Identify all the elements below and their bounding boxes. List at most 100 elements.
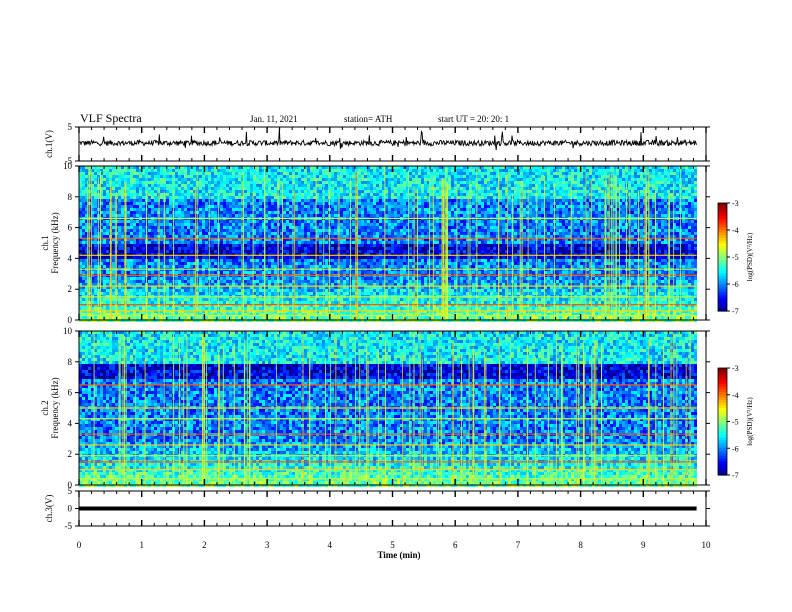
spectrogram-cell xyxy=(112,250,115,253)
spectrogram-cell xyxy=(232,196,235,199)
spectrogram-cell xyxy=(334,256,337,259)
spectrogram-cell xyxy=(244,172,247,175)
spectrogram-cell xyxy=(160,193,163,196)
spectrogram-cell xyxy=(139,304,142,307)
spectrogram-cell xyxy=(127,226,130,229)
spectrogram-cell xyxy=(340,304,343,307)
spectrogram-cell xyxy=(154,262,157,265)
spectrogram-cell xyxy=(178,199,181,202)
spectrogram-cell xyxy=(148,283,151,286)
spectrogram-cell xyxy=(271,286,274,289)
spectrogram-cell xyxy=(157,205,160,208)
spectrogram-cell xyxy=(337,265,340,268)
spectrogram-cell xyxy=(79,238,82,241)
spectrogram-cell xyxy=(103,289,106,292)
spectrogram-cell xyxy=(79,184,82,187)
spectrogram-cell xyxy=(355,271,358,274)
spectrogram-cell xyxy=(199,250,202,253)
spectrogram-cell xyxy=(142,259,145,262)
spectrogram-cell xyxy=(94,259,97,262)
spectrogram-cell xyxy=(226,241,229,244)
spectrogram-cell xyxy=(130,235,133,238)
spectrogram-cell xyxy=(169,283,172,286)
spectrogram-cell xyxy=(301,196,304,199)
spectrogram-cell xyxy=(271,223,274,226)
spectrogram-cell xyxy=(244,229,247,232)
spectrogram-cell xyxy=(286,280,289,283)
spectrogram-cell xyxy=(175,220,178,223)
spectrogram-cell xyxy=(241,172,244,175)
spectrogram-cell xyxy=(355,238,358,241)
spectrogram-cell xyxy=(214,226,217,229)
spectrogram-cell xyxy=(262,271,265,274)
spectrogram-cell xyxy=(358,250,361,253)
spectrogram-cell xyxy=(202,313,205,316)
spectrogram-cell xyxy=(247,211,250,214)
spectrogram-cell xyxy=(112,259,115,262)
spectrogram-cell xyxy=(82,211,85,214)
spectrogram-cell xyxy=(253,226,256,229)
spectrogram-cell xyxy=(217,181,220,184)
spectrogram-cell xyxy=(208,178,211,181)
spectrogram-cell xyxy=(358,298,361,301)
spectrogram-cell xyxy=(136,292,139,295)
spectrogram-cell xyxy=(238,313,241,316)
spectrogram-cell xyxy=(184,211,187,214)
spectrogram-cell xyxy=(238,169,241,172)
spectrogram-cell xyxy=(103,184,106,187)
spectrogram-cell xyxy=(271,190,274,193)
spectrogram-cell xyxy=(178,196,181,199)
spectrogram-cell xyxy=(169,196,172,199)
spectrogram-cell xyxy=(289,289,292,292)
spectrogram-cell xyxy=(241,214,244,217)
spectrogram-cell xyxy=(103,169,106,172)
spectrogram-cell xyxy=(316,244,319,247)
spectrogram-cell xyxy=(154,247,157,250)
spectrogram-cell xyxy=(253,280,256,283)
spectrogram-cell xyxy=(316,175,319,178)
spectrogram-cell xyxy=(313,211,316,214)
spectrogram-cell xyxy=(259,313,262,316)
spectrogram-cell xyxy=(175,223,178,226)
spectrogram-cell xyxy=(316,211,319,214)
spectrogram-cell xyxy=(253,229,256,232)
spectrogram-cell xyxy=(253,211,256,214)
spectrogram-cell xyxy=(94,253,97,256)
spectrogram-cell xyxy=(139,244,142,247)
spectrogram-cell xyxy=(133,175,136,178)
spectrogram-cell xyxy=(298,304,301,307)
spectrogram-cell xyxy=(232,313,235,316)
spectrogram-cell xyxy=(337,262,340,265)
spectrogram-cell xyxy=(238,199,241,202)
spectrogram-cell xyxy=(205,229,208,232)
spectrogram-cell xyxy=(247,184,250,187)
spectrogram-cell xyxy=(298,208,301,211)
spectrogram-cell xyxy=(205,313,208,316)
spectrogram-cell xyxy=(103,226,106,229)
spectrogram-cell xyxy=(328,172,331,175)
spectrogram-cell xyxy=(199,190,202,193)
spectrogram-cell xyxy=(232,289,235,292)
spectrogram-cell xyxy=(166,310,169,313)
spectrogram-cell xyxy=(325,310,328,313)
spectrogram-cell xyxy=(340,199,343,202)
spectrogram-cell xyxy=(79,289,82,292)
spectrogram-cell xyxy=(112,277,115,280)
spectrogram-cell xyxy=(289,241,292,244)
spectrogram-cell xyxy=(331,250,334,253)
spectrogram-cell xyxy=(109,178,112,181)
spectrogram-cell xyxy=(283,205,286,208)
spectrogram-cell xyxy=(82,313,85,316)
spectrogram-cell xyxy=(265,238,268,241)
spectrogram-cell xyxy=(346,235,349,238)
spectrogram-cell xyxy=(265,301,268,304)
spectrogram-cell xyxy=(325,226,328,229)
spectrogram-cell xyxy=(175,307,178,310)
spectrogram-cell xyxy=(127,181,130,184)
spectrogram-cell xyxy=(112,211,115,214)
spectrogram-cell xyxy=(271,241,274,244)
spectrogram-cell xyxy=(160,202,163,205)
spectrogram-cell xyxy=(256,220,259,223)
spectrogram-cell xyxy=(205,286,208,289)
spectrogram-cell xyxy=(148,199,151,202)
